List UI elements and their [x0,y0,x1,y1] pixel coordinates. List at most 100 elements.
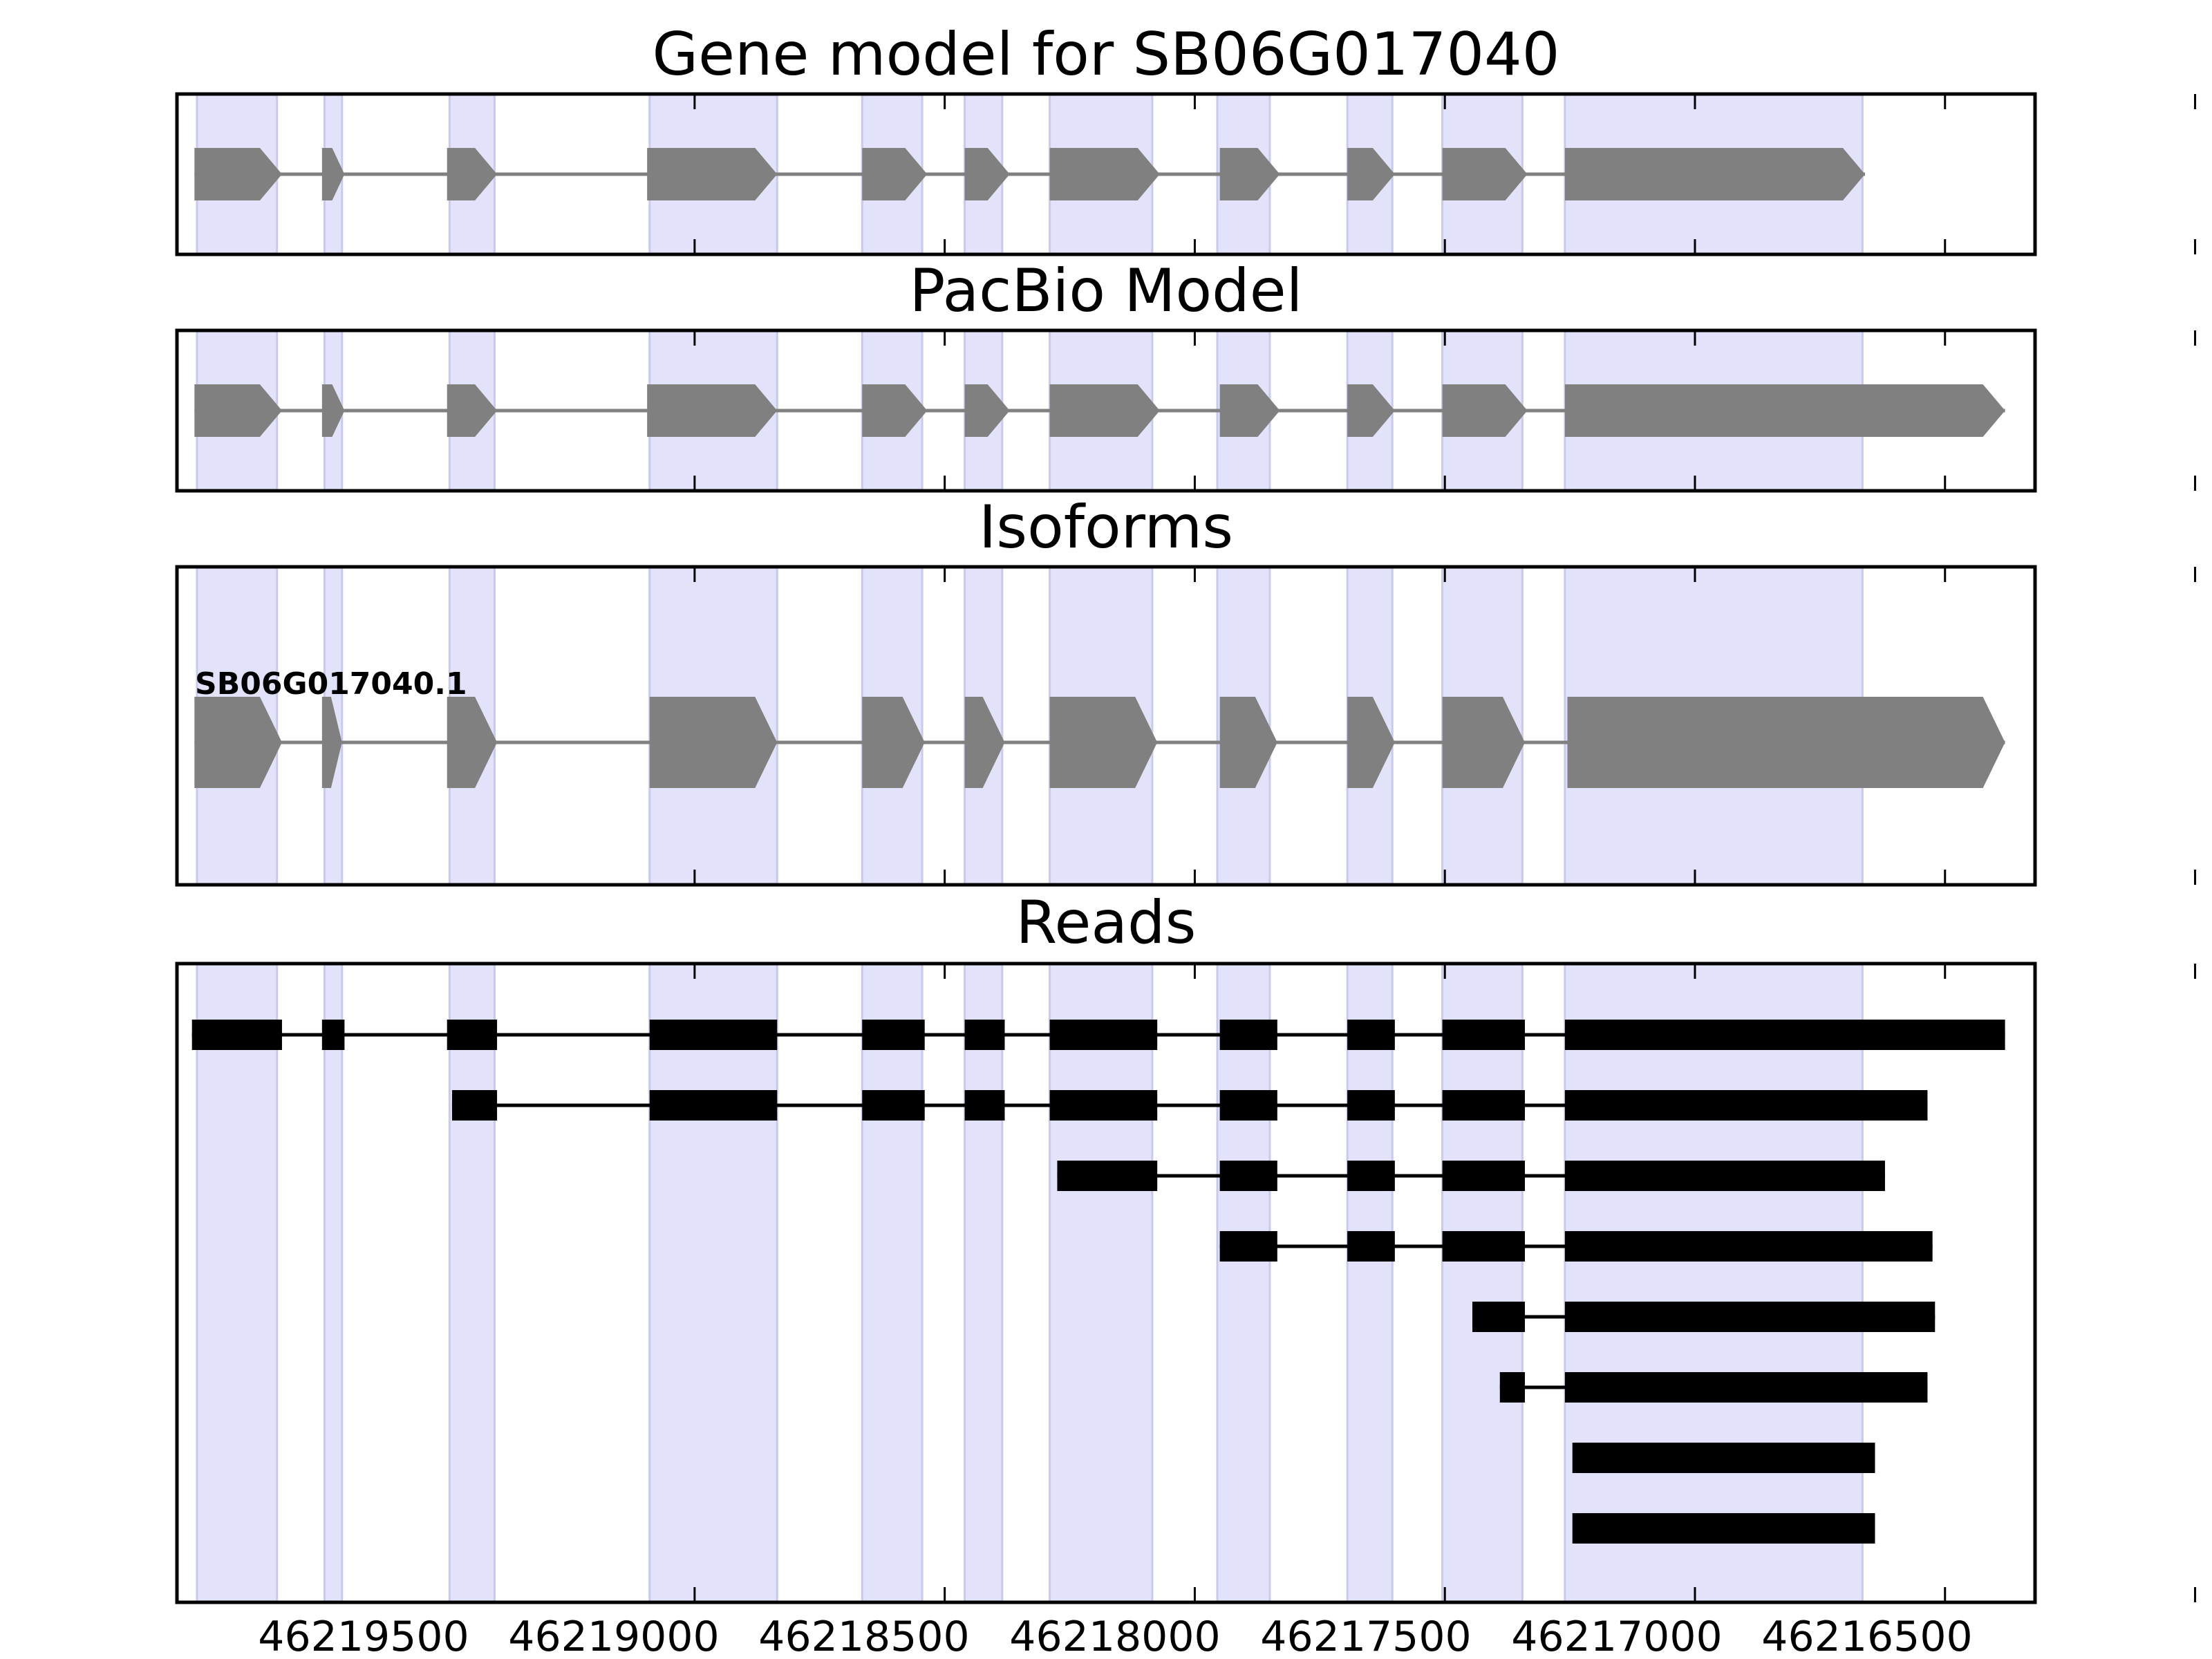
x-tick-label: 46219000 [508,1613,719,1659]
exon-shade-band [648,962,778,1604]
exon-block [1219,384,1280,437]
read-exon-block [862,1090,925,1121]
panel-title-isoforms: Isoforms [979,493,1233,562]
read-exon-block [1442,1090,1525,1121]
read-exon-block [1564,1020,2005,1050]
panel-frame [175,565,2037,887]
panel-frame [175,328,2037,493]
exon-block [194,384,282,437]
x-axis: 46219500 46219000 46218500 46218000 4621… [258,94,2197,1659]
exon-block [647,148,778,200]
exon-block [194,697,282,788]
exon-block [1219,148,1280,200]
exon-block [964,697,1005,788]
read-exon-block [451,1090,498,1121]
read-exon-block [1472,1302,1525,1332]
read-exon-block [1564,1231,1933,1262]
read-exon-block [1347,1161,1395,1191]
exon-block [1049,148,1160,200]
exon-block [194,148,282,200]
read-exon-block [1347,1020,1395,1050]
exon-block [1564,384,2005,437]
exon-block [321,384,345,437]
read-exon-block [447,1020,498,1050]
read-exon-block [1219,1231,1277,1262]
read-exon-block [1057,1161,1158,1191]
read-exon-block [1049,1090,1158,1121]
x-tick-label: 46219500 [258,1613,469,1659]
exon-shade-band [964,962,1004,1604]
read-exon-block [862,1020,925,1050]
panel-title-reads: Reads [1016,888,1197,957]
read-exon-block [1219,1090,1277,1121]
exon-shade-band [1441,962,1524,1604]
read-exon-block [1442,1020,1525,1050]
exon-block [1442,384,1528,437]
read-exon-block [1219,1161,1277,1191]
x-tick-label: 46217000 [1511,1613,1722,1659]
panel-isoforms: Isoforms SB06G017040.1 [195,493,1233,702]
exon-block [862,697,925,788]
exon-shade-band [1346,962,1394,1604]
exon-block [321,148,345,200]
read-exon-block [1572,1443,1875,1473]
exon-block [447,384,498,437]
isoform-label: SB06G017040.1 [195,666,467,702]
exon-block [649,697,778,788]
read-exon-block [964,1090,1005,1121]
exon-block [447,148,498,200]
read-exon-block [1347,1231,1395,1262]
read-exon-block [1049,1020,1158,1050]
exon-shade-band [1216,962,1271,1604]
exon-block [1347,384,1395,437]
read-exon-block [1219,1020,1277,1050]
panel-title-gene-model: Gene model for SB06G017040 [653,20,1560,89]
panel-gene-model: Gene model for SB06G017040 [653,20,1560,89]
read-exon-block [191,1020,282,1050]
exon-block [447,697,498,788]
read-exon-block [649,1090,778,1121]
x-tick-label: 46216500 [1761,1613,1972,1659]
exon-shade-band [861,962,924,1604]
x-tick-label: 46218500 [758,1613,969,1659]
panel-frame [175,92,2037,256]
read-exon-block [1564,1161,1885,1191]
exon-block [964,148,1010,200]
exon-block [1347,697,1395,788]
read-exon-block [1442,1231,1525,1262]
read-exon-block [321,1020,345,1050]
x-tick-label: 46218000 [1009,1613,1220,1659]
exon-block [1049,697,1158,788]
read-exon-block [1564,1090,1928,1121]
background-layer [196,93,1864,1604]
read-exon-block [1442,1161,1525,1191]
read-exon-block [1499,1372,1525,1403]
panel-frame [175,962,2037,1604]
x-tick-label: 46217500 [1260,1613,1471,1659]
exon-block [321,697,342,788]
exon-block [1564,148,1865,200]
exon-block [647,384,778,437]
exon-shade-band [1564,962,1864,1604]
exon-block [1049,384,1160,437]
exon-block [862,384,928,437]
read-exon-block [1564,1302,1936,1332]
read-exon-block [649,1020,778,1050]
exon-block [964,384,1010,437]
panel-reads: Reads [1016,888,1197,957]
exon-block [1219,697,1277,788]
exon-shade-band [196,962,279,1604]
exon-shade-band [448,962,496,1604]
exon-block [1567,697,2005,788]
exon-block [1442,697,1525,788]
exon-block [862,148,928,200]
exon-shade-band [1049,962,1154,1604]
read-exon-block [964,1020,1005,1050]
panels-layer: Gene model for SB06G017040 PacBio Model … [175,20,2037,1604]
exon-block [1442,148,1528,200]
read-exon-block [1572,1513,1875,1544]
read-exon-block [1564,1372,1928,1403]
exon-shade-band [323,962,344,1604]
panel-pacbio-model: PacBio Model [909,256,1302,326]
